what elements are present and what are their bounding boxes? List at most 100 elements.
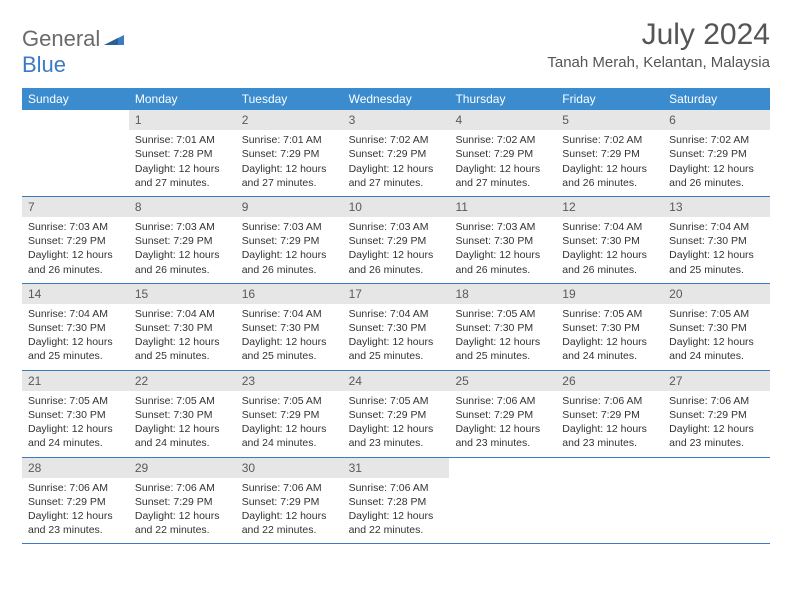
daylight-line: Daylight: 12 hours and 24 minutes. <box>135 422 230 450</box>
day-cell: 30 Sunrise: 7:06 AMSunset: 7:29 PMDayligh… <box>236 458 343 544</box>
day-cell: 22Sunrise: 7:05 AMSunset: 7:30 PMDayligh… <box>129 371 236 457</box>
day-number: 21 <box>22 371 129 391</box>
daylight-line: Daylight: 12 hours and 24 minutes. <box>28 422 123 450</box>
calendar-body: 1Sunrise: 7:01 AMSunset: 7:28 PMDaylight… <box>22 110 770 544</box>
daylight-line: Daylight: 12 hours and 27 minutes. <box>455 162 550 190</box>
week-row: 1Sunrise: 7:01 AMSunset: 7:28 PMDaylight… <box>22 110 770 197</box>
day-number: 20 <box>663 284 770 304</box>
day-cell: 25Sunrise: 7:06 AMSunset: 7:29 PMDayligh… <box>449 371 556 457</box>
sunset-line: Sunset: 7:29 PM <box>242 495 337 509</box>
day-cell: 9Sunrise: 7:03 AMSunset: 7:29 PMDaylight… <box>236 197 343 283</box>
day-cell: 31Sunrise: 7:06 AMSunset: 7:28 PMDayligh… <box>343 458 450 544</box>
sunset-line: Sunset: 7:29 PM <box>349 234 444 248</box>
sunset-line: Sunset: 7:30 PM <box>455 234 550 248</box>
sunrise-line: Sunrise: 7:03 AM <box>28 220 123 234</box>
daylight-line: Daylight: 12 hours and 27 minutes. <box>242 162 337 190</box>
sunset-line: Sunset: 7:30 PM <box>562 234 657 248</box>
daylight-line: Daylight: 12 hours and 22 minutes. <box>349 509 444 537</box>
title-block: July 2024 Tanah Merah, Kelantan, Malaysi… <box>547 18 770 71</box>
day-details: Sunrise: 7:05 AMSunset: 7:29 PMDaylight:… <box>343 391 450 457</box>
sunset-line: Sunset: 7:29 PM <box>562 408 657 422</box>
sunrise-line: Sunrise: 7:06 AM <box>242 481 337 495</box>
sunrise-line: Sunrise: 7:04 AM <box>349 307 444 321</box>
weekday-header-cell: Saturday <box>663 88 770 110</box>
daylight-line: Daylight: 12 hours and 22 minutes. <box>135 509 230 537</box>
sunrise-line: Sunrise: 7:06 AM <box>349 481 444 495</box>
day-number: 18 <box>449 284 556 304</box>
day-details: Sunrise: 7:04 AMSunset: 7:30 PMDaylight:… <box>22 304 129 370</box>
day-number: 30 <box>236 458 343 478</box>
day-cell: 17Sunrise: 7:04 AMSunset: 7:30 PMDayligh… <box>343 284 450 370</box>
sunset-line: Sunset: 7:30 PM <box>135 321 230 335</box>
daylight-line: Daylight: 12 hours and 25 minutes. <box>669 248 764 276</box>
sunset-line: Sunset: 7:30 PM <box>242 321 337 335</box>
sunset-line: Sunset: 7:30 PM <box>135 408 230 422</box>
sunrise-line: Sunrise: 7:03 AM <box>135 220 230 234</box>
logo: General Blue <box>22 18 124 78</box>
day-cell: 5Sunrise: 7:02 AMSunset: 7:29 PMDaylight… <box>556 110 663 196</box>
day-cell: 29Sunrise: 7:06 AMSunset: 7:29 PMDayligh… <box>129 458 236 544</box>
day-cell: 15Sunrise: 7:04 AMSunset: 7:30 PMDayligh… <box>129 284 236 370</box>
sunset-line: Sunset: 7:29 PM <box>349 408 444 422</box>
sunrise-line: Sunrise: 7:02 AM <box>455 133 550 147</box>
day-details: Sunrise: 7:03 AMSunset: 7:29 PMDaylight:… <box>22 217 129 283</box>
daylight-line: Daylight: 12 hours and 26 minutes. <box>242 248 337 276</box>
day-cell <box>449 458 556 544</box>
day-details: Sunrise: 7:06 AMSunset: 7:29 PMDaylight:… <box>663 391 770 457</box>
day-number: 29 <box>129 458 236 478</box>
day-details: Sunrise: 7:04 AMSunset: 7:30 PMDaylight:… <box>236 304 343 370</box>
day-number: 8 <box>129 197 236 217</box>
day-cell: 24Sunrise: 7:05 AMSunset: 7:29 PMDayligh… <box>343 371 450 457</box>
day-cell: 23Sunrise: 7:05 AMSunset: 7:29 PMDayligh… <box>236 371 343 457</box>
day-cell: 21Sunrise: 7:05 AMSunset: 7:30 PMDayligh… <box>22 371 129 457</box>
empty-day <box>556 458 663 478</box>
daylight-line: Daylight: 12 hours and 24 minutes. <box>669 335 764 363</box>
day-number: 17 <box>343 284 450 304</box>
sunset-line: Sunset: 7:29 PM <box>242 408 337 422</box>
daylight-line: Daylight: 12 hours and 24 minutes. <box>562 335 657 363</box>
day-cell: 19Sunrise: 7:05 AMSunset: 7:30 PMDayligh… <box>556 284 663 370</box>
day-cell: 1Sunrise: 7:01 AMSunset: 7:28 PMDaylight… <box>129 110 236 196</box>
daylight-line: Daylight: 12 hours and 25 minutes. <box>135 335 230 363</box>
day-details: Sunrise: 7:06 AMSunset: 7:29 PMDaylight:… <box>129 478 236 544</box>
sunrise-line: Sunrise: 7:05 AM <box>349 394 444 408</box>
day-details: Sunrise: 7:06 AMSunset: 7:29 PMDaylight:… <box>556 391 663 457</box>
sunrise-line: Sunrise: 7:05 AM <box>562 307 657 321</box>
sunset-line: Sunset: 7:30 PM <box>28 321 123 335</box>
calendar: SundayMondayTuesdayWednesdayThursdayFrid… <box>22 88 770 544</box>
day-details: Sunrise: 7:01 AMSunset: 7:29 PMDaylight:… <box>236 130 343 196</box>
sunset-line: Sunset: 7:30 PM <box>349 321 444 335</box>
week-row: 14Sunrise: 7:04 AMSunset: 7:30 PMDayligh… <box>22 284 770 371</box>
day-cell <box>663 458 770 544</box>
day-cell: 7Sunrise: 7:03 AMSunset: 7:29 PMDaylight… <box>22 197 129 283</box>
day-number: 24 <box>343 371 450 391</box>
sunset-line: Sunset: 7:29 PM <box>242 147 337 161</box>
sunset-line: Sunset: 7:29 PM <box>28 495 123 509</box>
day-cell: 12Sunrise: 7:04 AMSunset: 7:30 PMDayligh… <box>556 197 663 283</box>
sunset-line: Sunset: 7:28 PM <box>135 147 230 161</box>
logo-triangle-icon <box>104 26 124 52</box>
day-details: Sunrise: 7:05 AMSunset: 7:30 PMDaylight:… <box>129 391 236 457</box>
daylight-line: Daylight: 12 hours and 22 minutes. <box>242 509 337 537</box>
week-row: 28Sunrise: 7:06 AMSunset: 7:29 PMDayligh… <box>22 458 770 545</box>
sunset-line: Sunset: 7:29 PM <box>28 234 123 248</box>
day-details: Sunrise: 7:03 AMSunset: 7:29 PMDaylight:… <box>343 217 450 283</box>
sunrise-line: Sunrise: 7:05 AM <box>455 307 550 321</box>
sunset-line: Sunset: 7:28 PM <box>349 495 444 509</box>
day-details: Sunrise: 7:04 AMSunset: 7:30 PMDaylight:… <box>129 304 236 370</box>
weekday-header-cell: Monday <box>129 88 236 110</box>
sunrise-line: Sunrise: 7:04 AM <box>562 220 657 234</box>
day-details: Sunrise: 7:05 AMSunset: 7:30 PMDaylight:… <box>663 304 770 370</box>
daylight-line: Daylight: 12 hours and 26 minutes. <box>562 248 657 276</box>
sunset-line: Sunset: 7:30 PM <box>669 234 764 248</box>
weekday-header-cell: Tuesday <box>236 88 343 110</box>
day-cell: 11Sunrise: 7:03 AMSunset: 7:30 PMDayligh… <box>449 197 556 283</box>
sunrise-line: Sunrise: 7:06 AM <box>669 394 764 408</box>
day-cell <box>556 458 663 544</box>
day-number: 5 <box>556 110 663 130</box>
daylight-line: Daylight: 12 hours and 26 minutes. <box>28 248 123 276</box>
daylight-line: Daylight: 12 hours and 26 minutes. <box>455 248 550 276</box>
sunset-line: Sunset: 7:30 PM <box>669 321 764 335</box>
month-title: July 2024 <box>547 18 770 52</box>
sunrise-line: Sunrise: 7:04 AM <box>669 220 764 234</box>
